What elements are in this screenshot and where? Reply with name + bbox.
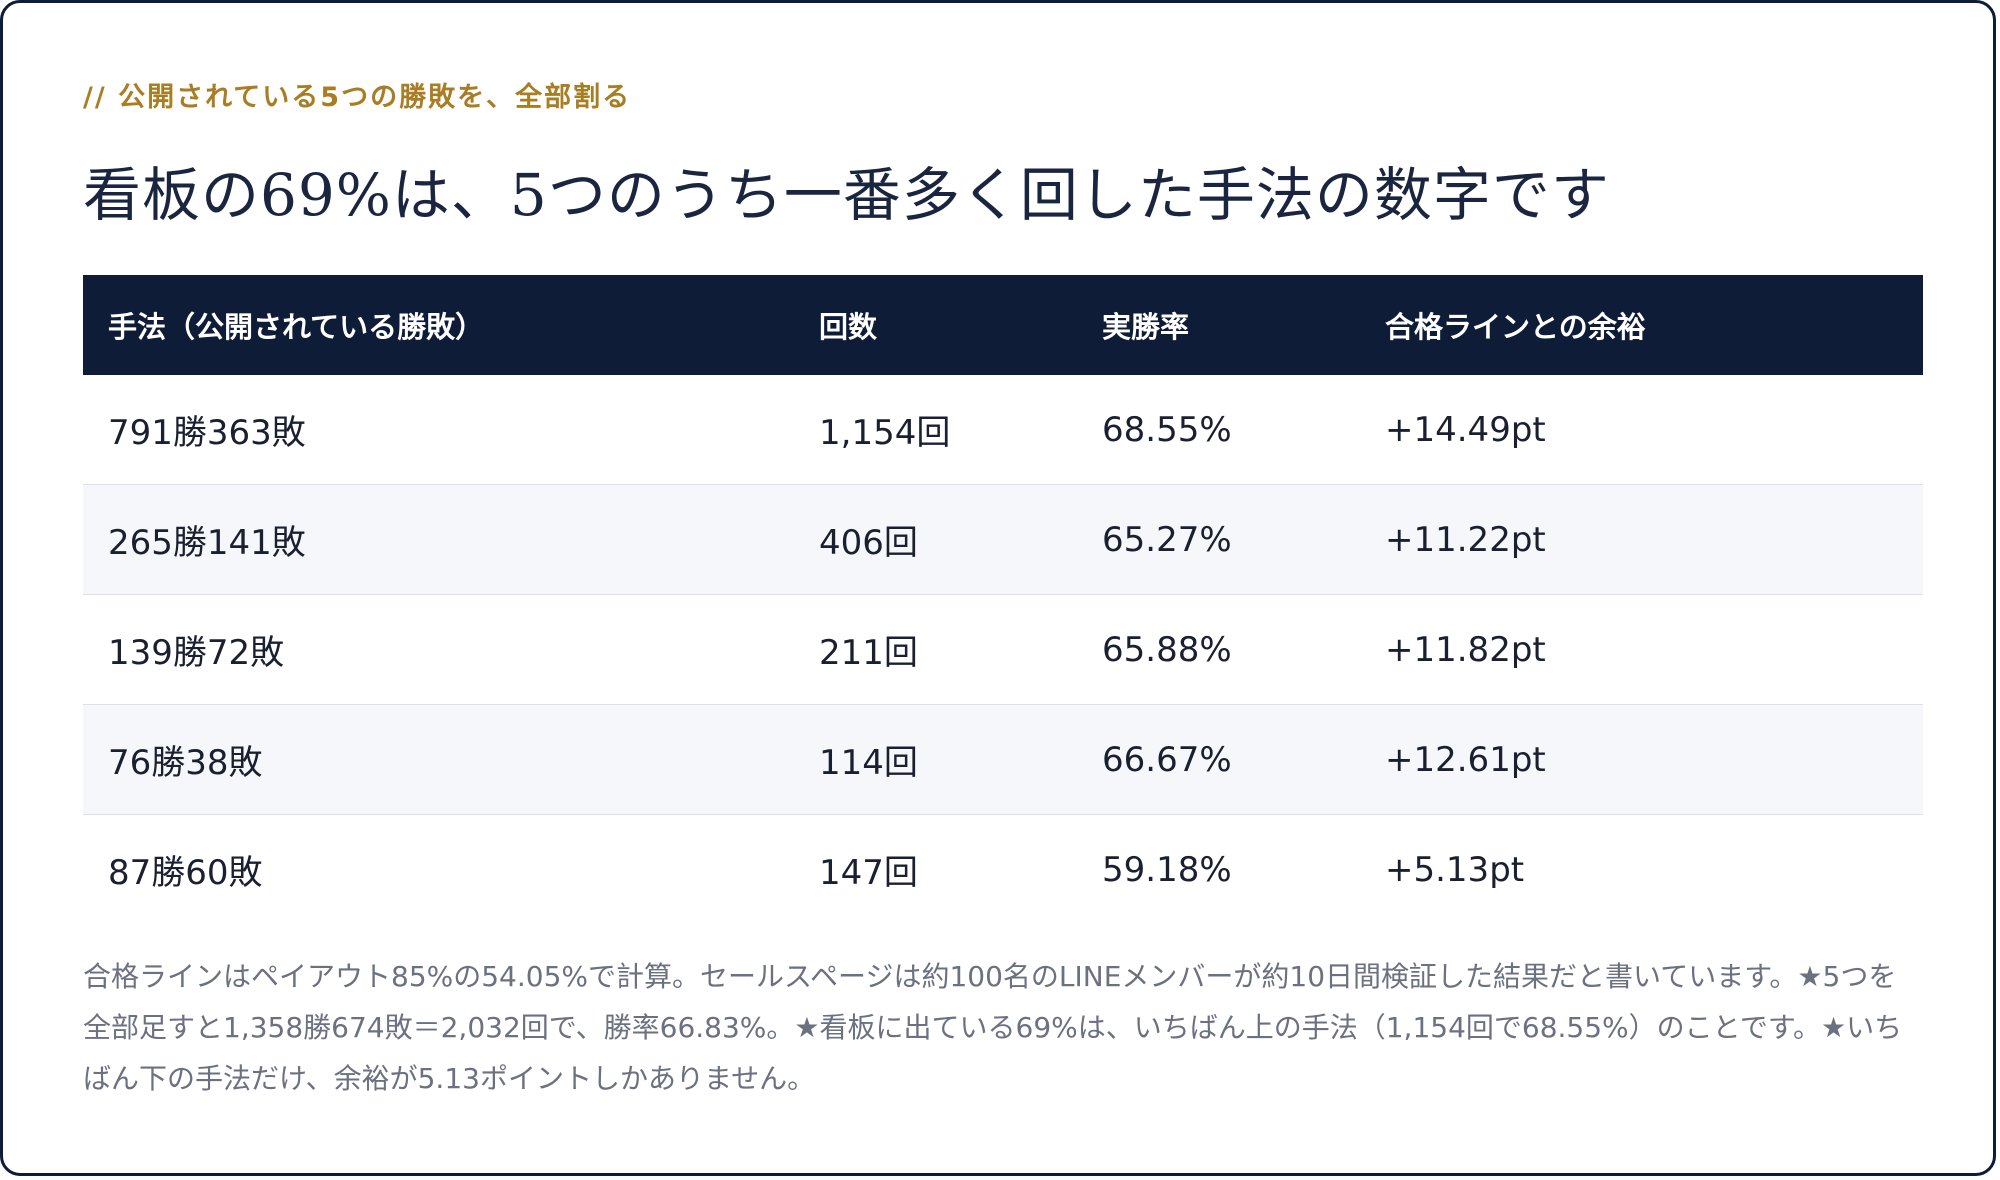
table-row: 87勝60敗 147回 59.18% +5.13pt (83, 815, 1923, 924)
table-row: 791勝363敗 1,154回 68.55% +14.49pt (83, 375, 1923, 485)
cell-method: 265勝141敗 (108, 523, 306, 563)
cell-win-rate: 65.27% (1102, 519, 1232, 560)
cell-count: 147回 (819, 853, 918, 893)
header-count: 回数 (819, 310, 878, 344)
cell-win-rate: 65.88% (1102, 629, 1232, 670)
table-row: 76勝38敗 114回 66.67% +12.61pt (83, 705, 1923, 815)
header-margin: 合格ラインとの余裕 (1385, 310, 1646, 344)
cell-method: 87勝60敗 (108, 853, 263, 893)
cell-win-rate: 66.67% (1102, 739, 1232, 780)
cell-margin: +11.82pt (1385, 629, 1546, 670)
cell-margin: +5.13pt (1385, 849, 1525, 890)
cell-win-rate: 59.18% (1102, 849, 1232, 890)
header-method: 手法（公開されている勝敗） (108, 310, 485, 344)
section-eyebrow: // 公開されている5つの勝敗を、全部割る (83, 82, 632, 113)
cell-method: 76勝38敗 (108, 743, 263, 783)
page-title: 看板の69%は、5つのうち一番多く回した手法の数字です (83, 161, 1610, 229)
cell-margin: +11.22pt (1385, 519, 1546, 560)
cell-win-rate: 68.55% (1102, 409, 1232, 450)
cell-count: 211回 (819, 633, 918, 673)
cell-margin: +12.61pt (1385, 739, 1546, 780)
cell-margin: +14.49pt (1385, 409, 1546, 450)
cell-method: 139勝72敗 (108, 633, 285, 673)
cell-count: 114回 (819, 743, 918, 783)
cell-count: 406回 (819, 523, 918, 563)
cell-count: 1,154回 (819, 413, 951, 453)
table-row: 139勝72敗 211回 65.88% +11.82pt (83, 595, 1923, 705)
footnote: 合格ラインはペイアウト85%の54.05%で計算。セールスページは約100名のL… (83, 960, 1903, 1095)
table-header: 手法（公開されている勝敗） 回数 実勝率 合格ラインとの余裕 (83, 275, 1923, 375)
cell-method: 791勝363敗 (108, 413, 306, 453)
table-row: 265勝141敗 406回 65.27% +11.22pt (83, 485, 1923, 595)
results-table: 手法（公開されている勝敗） 回数 実勝率 合格ラインとの余裕 791勝363敗 … (83, 275, 1923, 924)
header-win-rate: 実勝率 (1102, 310, 1190, 344)
